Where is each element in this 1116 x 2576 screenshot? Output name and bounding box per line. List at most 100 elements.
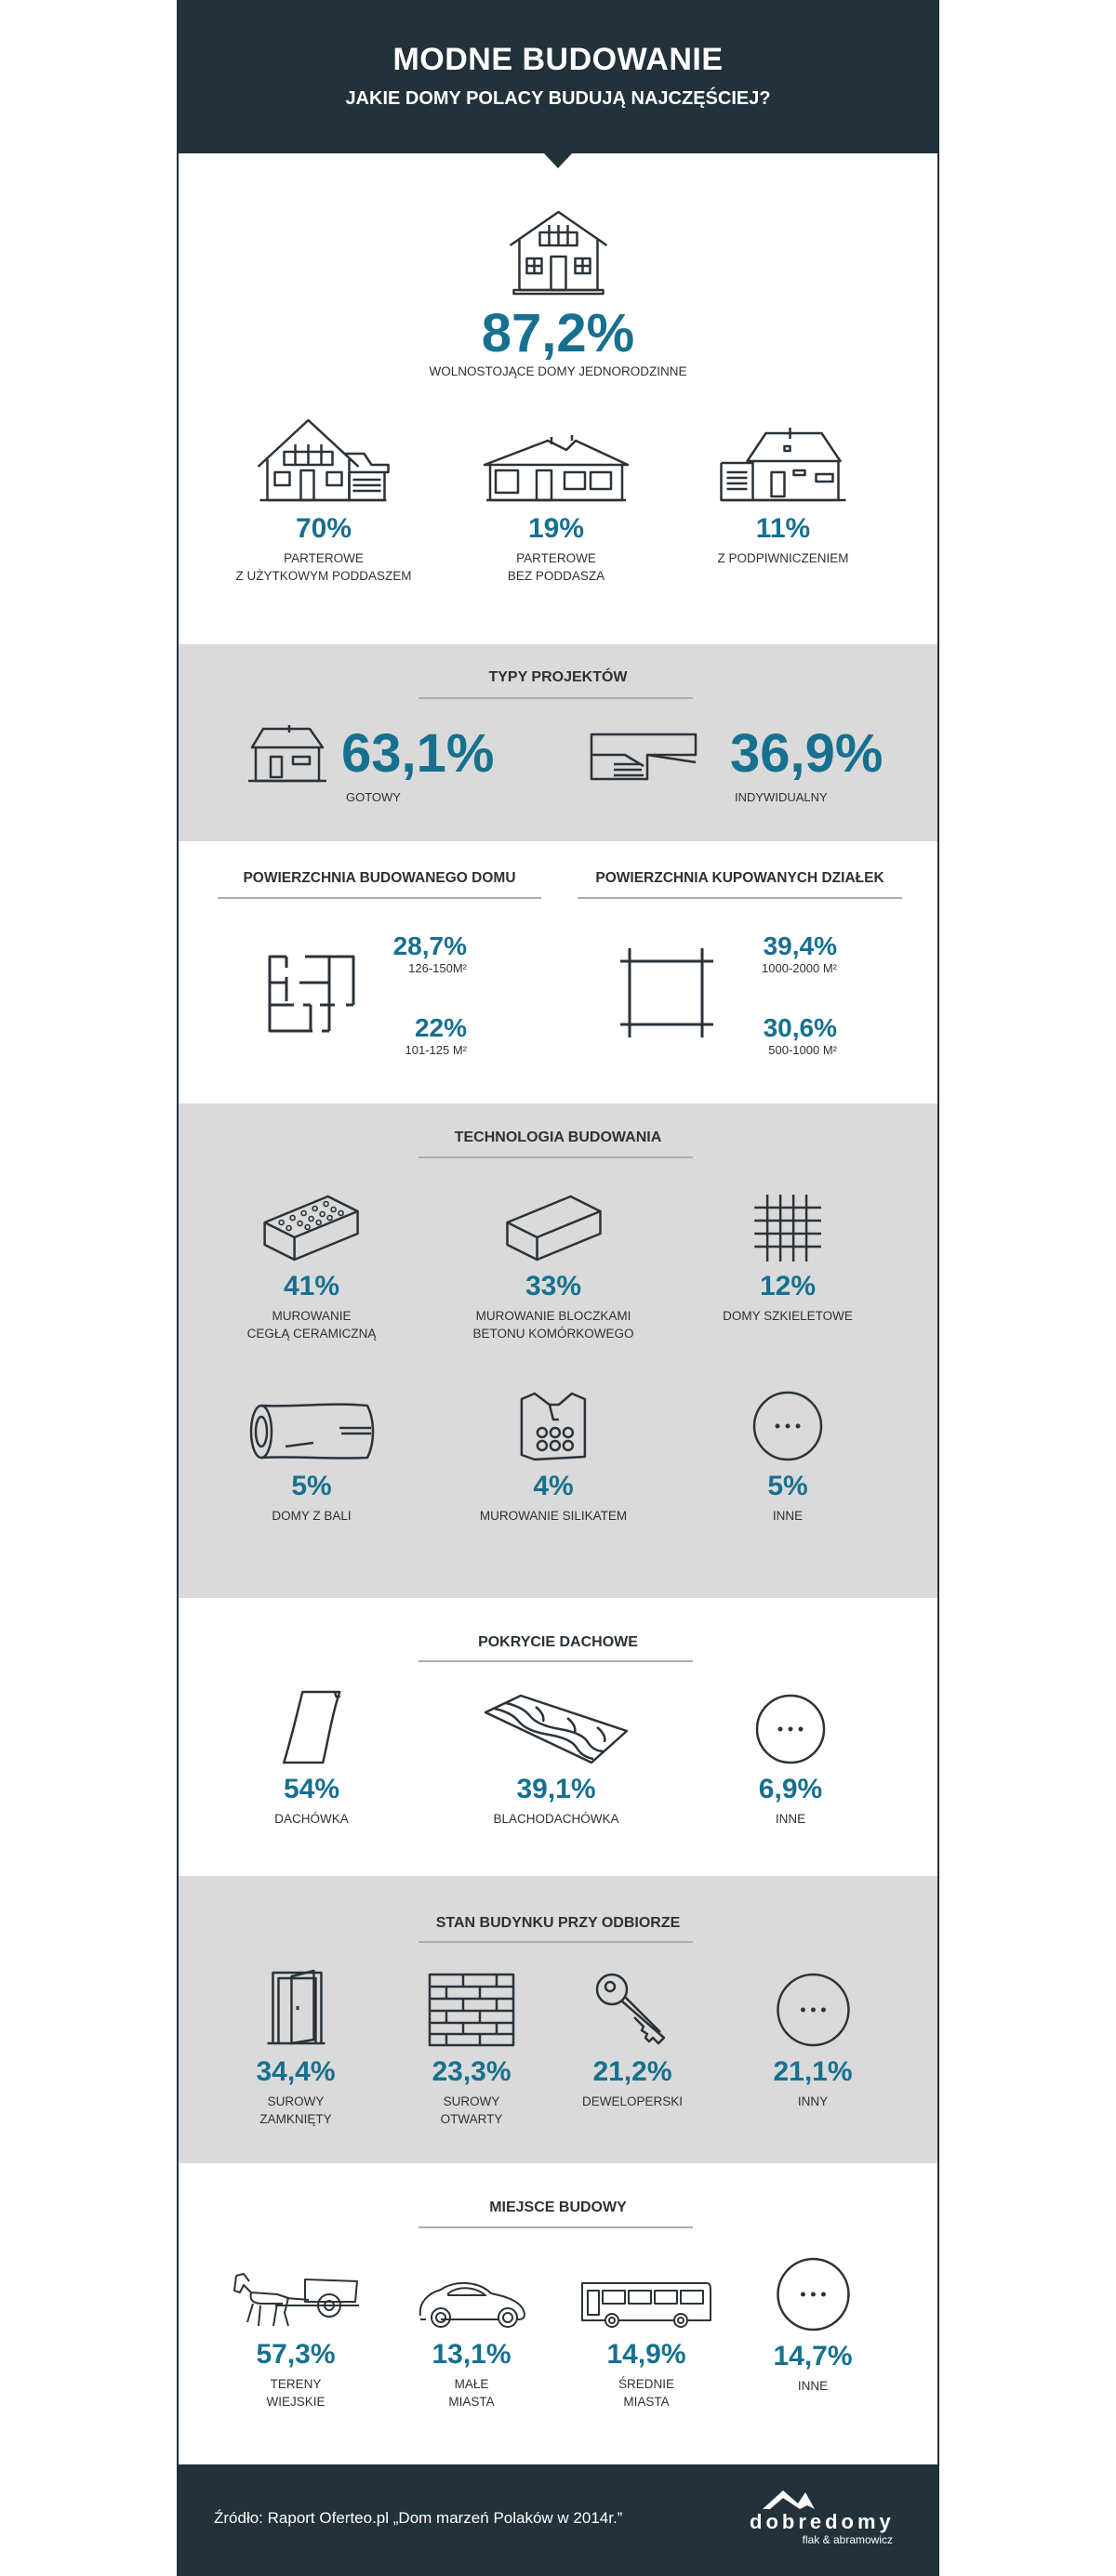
section-title: STAN BUDYNKU PRZY ODBIORZE (435, 1915, 681, 1931)
section-title: POKRYCIE DACHOWE (478, 1634, 638, 1650)
stat-roof-tile: 54% DACHÓWKA (274, 1690, 349, 1828)
stat-value: 5% (291, 1471, 332, 1501)
title-underline (578, 897, 902, 899)
stat-value: 4% (533, 1471, 574, 1501)
stat-label: BLACHODACHÓWKA (493, 1812, 619, 1826)
stat-bungalow: 19% PARTEROWE BEZ PODDASZA (483, 431, 630, 585)
section-condition (177, 1876, 939, 2163)
stat-value: 14,7% (773, 2341, 853, 2371)
stat-value: 33% (525, 1271, 582, 1301)
stat-value: 41% (283, 1271, 340, 1301)
section-title: TYPY PROJEKTÓW (488, 669, 628, 685)
floor-plan-icon (268, 955, 355, 1033)
brick-wall-icon (428, 1973, 515, 2047)
section-title-house-area: POWIERZCHNIA BUDOWANEGO DOMU (243, 870, 516, 886)
stat-value: 28,7% (392, 931, 467, 960)
metal-roof-tile-icon (484, 1694, 629, 1764)
stat-label: WOLNOSTOJĄCE DOMY JEDNORODZINNE (429, 364, 687, 378)
stat-label: INNE (775, 1812, 806, 1826)
stat-label: PARTEROWE Z UŻYTKOWYM PODDASZEM (235, 551, 412, 583)
title-underline (418, 1660, 693, 1662)
stat-value: 39,1% (516, 1774, 596, 1804)
stat-value: 70% (295, 513, 352, 544)
stat-value: 39,4% (763, 931, 837, 960)
stat-open-shell: 23,3% SUROWY OTWARTY (428, 1973, 515, 2128)
roof-tile-icon (282, 1690, 341, 1764)
stat-label: DOMY SZKIELETOWE (723, 1309, 853, 1323)
stat-value: 63,1% (341, 723, 495, 784)
stat-value: 22% (414, 1013, 467, 1042)
stat-label: MAŁE MIASTA (448, 2377, 495, 2409)
stat-value: 6,9% (758, 1774, 823, 1804)
stat-label: INDYWIDUALNY (735, 790, 828, 804)
stat-label: DACHÓWKA (274, 1812, 349, 1826)
stat-label: MUROWANIE BLOCZKAMI BETONU KOMÓRKOWEGO (472, 1309, 634, 1341)
house-icon (509, 210, 607, 296)
footer (177, 2464, 939, 2576)
stat-metal-roof-tile: 39,1% BLACHODACHÓWKA (484, 1694, 629, 1828)
stat-value: 11% (755, 513, 811, 544)
concrete-block-icon (505, 1195, 602, 1262)
house-area-stat-2: 22% 101-125 M² (355, 1013, 467, 1057)
stat-label: GOTOWY (346, 790, 401, 804)
source-note: Źródło: Raport Oferteo.pl „Dom marzeń Po… (214, 2509, 623, 2527)
plot-icon (620, 948, 713, 1037)
stat-label: MUROWANIE CEGŁĄ CERAMICZNĄ (246, 1309, 377, 1341)
stat-house-attic: 70% PARTEROWE Z UŻYTKOWYM PODDASZEM (236, 415, 412, 585)
stat-label: 126-150M² (408, 961, 467, 975)
stat-developer: 21,2% DEWELOPERSKI (582, 1973, 683, 2110)
title-underline (418, 1941, 693, 1943)
stat-other: 5% INNE (752, 1391, 823, 1525)
section-title-plot-area: POWIERZCHNIA KUPOWANYCH DZIAŁEK (595, 870, 884, 886)
stat-value: 57,3% (256, 2339, 336, 2370)
modern-house-icon (590, 733, 698, 781)
more-icon (752, 1391, 823, 1461)
house-area-stat-1: 28,7% 126-150M² (355, 931, 467, 975)
ready-house-icon (248, 725, 326, 783)
stat-value: 87,2% (481, 303, 635, 363)
stat-other: 6,9% INNE (755, 1694, 826, 1828)
section-title: TECHNOLOGIA BUDOWANIA (454, 1129, 662, 1145)
stat-other: 14,7% INNE (773, 2257, 853, 2395)
stat-small-towns: 13,1% MAŁE MIASTA (417, 2279, 526, 2411)
stat-ceramic-brick: 41% MUROWANIE CEGŁĄ CERAMICZNĄ (246, 1195, 377, 1342)
stat-label: 500-1000 M² (768, 1043, 837, 1057)
stat-label: INNE (772, 1509, 804, 1523)
page-subtitle: JAKIE DOMY POLACY BUDUJĄ NAJCZĘŚCIEJ? (345, 88, 771, 109)
stat-value: 13,1% (432, 2339, 512, 2370)
stat-value: 14,9% (606, 2339, 686, 2370)
stat-other: 21,1% INNY (773, 1973, 853, 2110)
header-arrow (544, 153, 572, 168)
silicate-block-icon (520, 1392, 587, 1461)
stat-concrete-block: 33% MUROWANIE BLOCZKAMI BETONU KOMÓRKOWE… (472, 1195, 634, 1342)
stat-medium-towns: 14,9% ŚREDNIE MIASTA (580, 2279, 712, 2411)
stat-value: 21,1% (773, 2056, 853, 2087)
stat-value: 30,6% (763, 1013, 837, 1042)
logo-roof-icon (763, 2490, 815, 2509)
car-icon (418, 2282, 525, 2328)
stat-label: 1000-2000 M² (762, 961, 837, 975)
stat-frame: 12% DOMY SZKIELETOWE (723, 1195, 853, 1325)
stat-detached: 87,2% WOLNOSTOJĄCE DOMY JEDNORODZINNE (429, 210, 687, 380)
stat-label: PARTEROWE BEZ PODDASZA (507, 551, 605, 583)
stat-silicate: 4% MUROWANIE SILIKATEM (480, 1392, 627, 1525)
ceramic-brick-icon (263, 1195, 360, 1262)
stat-label: INNY (797, 2094, 829, 2108)
stat-label: DOMY Z BALI (272, 1509, 352, 1523)
column-border (177, 0, 939, 2576)
stat-label: TERENY WIEJSKIE (266, 2377, 326, 2409)
horse-cart-icon (233, 2273, 359, 2327)
stat-value: 21,2% (592, 2056, 672, 2087)
title-underline (418, 697, 693, 699)
stat-label: SUROWY OTWARTY (440, 2094, 503, 2126)
stat-log: 5% DOMY Z BALI (248, 1402, 375, 1525)
stat-value: 12% (759, 1271, 817, 1301)
title-underline (418, 2226, 693, 2228)
section-technology (177, 1103, 939, 1598)
stat-rural: 57,3% TERENY WIEJSKIE (231, 2272, 361, 2411)
stat-label: DEWELOPERSKI (581, 2094, 684, 2108)
stat-label: 101-125 M² (405, 1043, 467, 1057)
plot-area-stat-2: 30,6% 500-1000 M² (721, 1013, 837, 1057)
log-icon (249, 1403, 375, 1460)
stat-value: 54% (283, 1774, 340, 1804)
